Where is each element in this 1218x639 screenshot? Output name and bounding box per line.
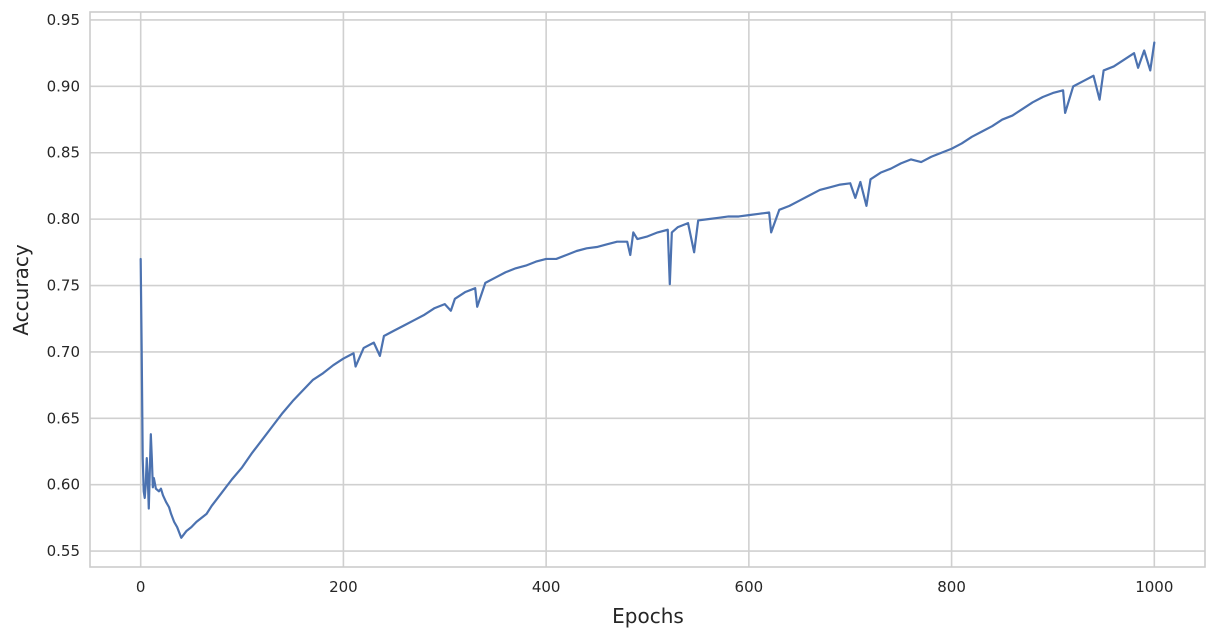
y-tick-label: 0.55 <box>47 542 80 560</box>
plot-frame <box>89 11 1206 568</box>
y-tick-label: 0.70 <box>47 343 80 361</box>
y-tick-label: 0.65 <box>47 409 80 427</box>
x-tick-labels: 0 200 400 600 800 1000 <box>136 578 1174 596</box>
y-tick-label: 0.85 <box>47 144 80 162</box>
y-axis-label: Accuracy <box>9 244 33 335</box>
y-tick-labels: 0.55 0.60 0.65 0.70 0.75 0.80 0.85 0.90 0.95 <box>47 11 80 560</box>
axes-frame <box>89 11 1206 568</box>
y-tick-label: 0.95 <box>47 11 80 29</box>
accuracy-series-line <box>139 41 1156 539</box>
grid-lines <box>90 12 1205 567</box>
x-axis-label: Epochs <box>612 604 684 628</box>
series-group <box>139 41 1156 539</box>
y-tick-label: 0.90 <box>47 77 80 95</box>
y-tick-label: 0.60 <box>47 476 80 494</box>
x-tick-label: 800 <box>937 578 966 596</box>
x-tick-label: 400 <box>532 578 561 596</box>
x-tick-label: 1000 <box>1135 578 1173 596</box>
x-tick-label: 600 <box>735 578 764 596</box>
y-tick-label: 0.75 <box>47 277 80 295</box>
x-tick-label: 0 <box>136 578 146 596</box>
x-tick-label: 200 <box>329 578 358 596</box>
y-tick-label: 0.80 <box>47 210 80 228</box>
